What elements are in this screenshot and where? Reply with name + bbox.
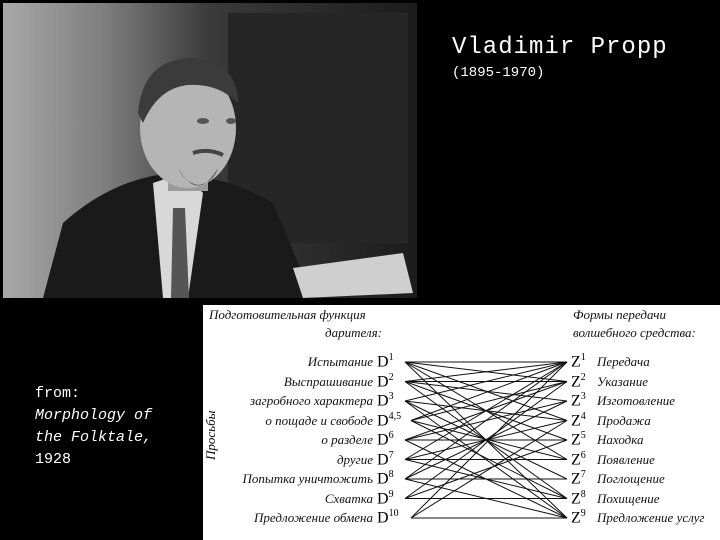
left-item-label: Попытка уничтожить [242, 471, 373, 486]
page-title: Vladimir Propp [452, 34, 668, 61]
left-item-code: D1 [377, 352, 394, 371]
right-item-code: Z3 [571, 391, 586, 410]
left-item-code: D6 [377, 430, 394, 449]
lifespan-years: (1895-1970) [452, 65, 545, 81]
left-item-label: другие [336, 451, 373, 467]
left-item-label: о разделе [321, 432, 373, 447]
right-item-label: Указание [597, 373, 648, 389]
right-item-code: Z6 [571, 449, 586, 468]
right-item-label: Передача [597, 354, 650, 369]
connection-line [410, 420, 568, 519]
right-item-code: Z5 [571, 430, 586, 449]
right-item-code: Z1 [571, 352, 586, 371]
left-item-code: D8 [377, 469, 394, 488]
left-item-code: D4,5 [377, 410, 402, 429]
right-item-code: Z2 [571, 371, 586, 390]
portrait-illustration [3, 3, 417, 298]
source-caption: from: Morphology of the Folktale, 1928 [35, 383, 152, 471]
connection-line [404, 439, 568, 499]
left-item-code: D2 [377, 371, 394, 390]
connection-line [404, 361, 568, 480]
left-item-code: D3 [377, 391, 394, 410]
caption-work-line1: Morphology of [35, 407, 153, 424]
right-item-code: Z7 [571, 469, 586, 488]
right-item-label: Продажа [597, 412, 651, 428]
left-header-line2: дарителя: [325, 325, 382, 340]
connection-line [404, 361, 568, 402]
left-item-label: Предложение обмена [254, 510, 373, 525]
connection-line [404, 381, 568, 402]
right-item-label: Предложение услуг [597, 510, 705, 525]
caption-from: from: [35, 385, 81, 402]
right-item-label: Появление [597, 451, 655, 467]
connection-line [410, 381, 568, 421]
portrait-photo [3, 3, 417, 298]
left-item-code: D9 [377, 488, 394, 507]
right-item-label: Похищение [597, 490, 660, 506]
left-item-label: о пощаде и свободе [265, 412, 373, 428]
left-item-label: Испытание [307, 354, 373, 369]
connection-line [410, 361, 568, 421]
left-header-line1: Подготовительная функция [209, 307, 366, 322]
left-item-code: D10 [377, 508, 399, 527]
right-header-line2: волшебного средства: [573, 325, 696, 340]
connection-line [410, 361, 568, 519]
left-item-code: D7 [377, 449, 394, 468]
connection-lines [404, 361, 568, 519]
connection-line [404, 361, 568, 460]
right-header-line1: Формы передачи [573, 307, 666, 322]
caption-year: 1928 [35, 451, 72, 468]
function-diagram: Подготовительная функция дарителя: Формы… [203, 305, 720, 540]
right-item-label: Находка [597, 432, 644, 447]
right-item-code: Z8 [571, 488, 586, 507]
left-item-label: загробного характера [250, 393, 373, 408]
connection-line [404, 361, 568, 382]
caption-work-line2: the Folktale, [35, 429, 153, 446]
left-item-label: Выспрашивание [283, 373, 373, 389]
right-item-code: Z9 [571, 508, 586, 527]
right-item-code: Z4 [571, 410, 586, 429]
left-item-label: Схватка [324, 490, 373, 506]
right-item-label: Поглощение [597, 471, 665, 486]
connection-line [404, 381, 568, 499]
right-item-label: Изготовление [597, 393, 676, 408]
